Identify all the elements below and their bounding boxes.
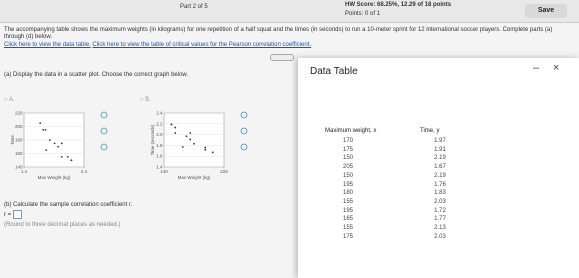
table-cell: 170 [342, 138, 353, 144]
scatter-point [189, 138, 192, 141]
x-tick-label: 1.4 [21, 169, 28, 174]
x-tick-label: 2.4 [81, 169, 88, 174]
y-tick-label: 1.4 [156, 165, 163, 170]
round-note: (Round to three decimal places as needed… [4, 222, 121, 228]
data-table-link[interactable]: Click here to view the data table. [4, 42, 91, 48]
scatter-point [48, 139, 51, 141]
close-button[interactable]: × [553, 62, 560, 74]
scatter-point [45, 149, 48, 152]
scatter-point [39, 122, 42, 125]
scatter-point [170, 123, 173, 126]
divider-handle[interactable] [270, 54, 294, 61]
scatter-point [57, 145, 60, 148]
part-b: (b) Calculate the sample correlation coe… [4, 202, 133, 208]
table-cell: 2.03 [434, 233, 446, 240]
tool-icon[interactable] [100, 127, 108, 135]
panel-title: Data Table [310, 66, 358, 77]
table-cell: 1.76 [434, 181, 446, 188]
r-input-row: r = [4, 210, 22, 219]
scatter-point [174, 126, 177, 129]
y-tick-label: 160 [15, 151, 23, 156]
option-label: A. [8, 97, 15, 103]
r-label: r = [4, 212, 12, 219]
table-cell: 2.03 [434, 198, 446, 205]
scatter-point [189, 132, 192, 134]
y-tick-label: 180 [15, 138, 23, 143]
scatter-point [60, 155, 63, 158]
table-cell: 180 [342, 190, 353, 197]
r-input[interactable] [12, 210, 22, 219]
table-cell: 195 [342, 207, 353, 214]
hw-score: HW Score: 68.25%, 12.29 of 18 points [345, 2, 452, 8]
table-cell: 195 [342, 181, 353, 188]
table-cell: 175 [342, 233, 353, 240]
y-tick-label: 200 [15, 124, 23, 129]
table-cell: 1.97 [434, 138, 446, 144]
scatter-point [60, 142, 63, 145]
y-tick-label: 2.2 [156, 121, 163, 126]
scatter-point [204, 146, 207, 149]
scatter-point [181, 146, 184, 148]
table-cell: 1.91 [434, 146, 446, 153]
x-tick-label: 140 [160, 169, 168, 174]
table-cell: 205 [342, 164, 353, 171]
scatter-point [211, 151, 214, 154]
data-table-panel: Data Table – × Maximum weight, x Time, y… [298, 58, 579, 278]
points: Points: 0 of 1 [345, 11, 381, 17]
y-axis-label: Time (seconds) [150, 124, 155, 155]
y-tick-label: 2.0 [156, 132, 163, 137]
scatter-point [66, 155, 69, 158]
option-b-label[interactable]: ○ B. [140, 97, 151, 103]
table-cell: 2.13 [434, 225, 446, 231]
y-axis-label: Time [10, 135, 15, 145]
y-tick-label: 140 [15, 165, 23, 170]
table-cell: 165 [342, 216, 353, 223]
scatter-point [70, 159, 73, 162]
table-cell: 1.72 [434, 207, 446, 214]
y-tick-label: 1.6 [156, 154, 163, 159]
column-header: Maximum weight, x [325, 128, 377, 134]
y-tick-label: 2.4 [156, 111, 163, 116]
scatter-point [193, 142, 195, 145]
tool-icon[interactable] [100, 111, 108, 119]
scatter-point [42, 128, 45, 131]
scatter-point [174, 132, 177, 134]
scatter-point [53, 142, 56, 145]
table-cell: 2.19 [434, 172, 446, 179]
option-label: B. [145, 97, 151, 103]
scatter-point [204, 148, 207, 151]
x-tick-label: 220 [220, 169, 228, 174]
minimize-button[interactable]: – [533, 62, 540, 74]
x-axis-label: Max Weight (kg) [178, 175, 211, 180]
tool-icon[interactable] [100, 143, 108, 151]
table-cell: 155 [342, 225, 353, 231]
critical-values-link[interactable]: Click here to view the table of critical… [92, 42, 312, 48]
table-cell: 2.19 [434, 155, 446, 162]
table-cell: 155 [342, 198, 353, 205]
table-cell: 175 [342, 146, 353, 153]
y-tick-label: 220 [15, 111, 23, 116]
table-cell: 150 [342, 155, 353, 162]
tool-icon[interactable] [240, 143, 248, 151]
top-bar: Part 2 of 5 HW Score: 68.25%, 12.29 of 1… [0, 0, 579, 23]
plot-area [163, 112, 225, 168]
table-cell: 1.83 [434, 190, 446, 197]
table-cell: 1.77 [434, 216, 446, 223]
scatter-point [185, 135, 188, 138]
table-cell: 150 [342, 172, 353, 179]
part-a: (a) Display the data in a scatter plot. … [4, 72, 189, 78]
option-a-label[interactable]: ○ A. [4, 97, 15, 103]
tool-icon[interactable] [240, 127, 248, 135]
column-header: Time, y [420, 128, 440, 134]
scatter-point [44, 128, 47, 131]
intro-text: The accompanying table shows the maximum… [4, 27, 553, 40]
y-tick-label: 1.8 [156, 143, 163, 148]
table-cell: 1.67 [434, 164, 446, 171]
tool-icon[interactable] [240, 111, 248, 119]
save-button[interactable]: Save [525, 4, 567, 18]
x-axis-label: Max Weight (kg) [38, 175, 71, 180]
part-indicator: Part 2 of 5 [180, 4, 208, 10]
